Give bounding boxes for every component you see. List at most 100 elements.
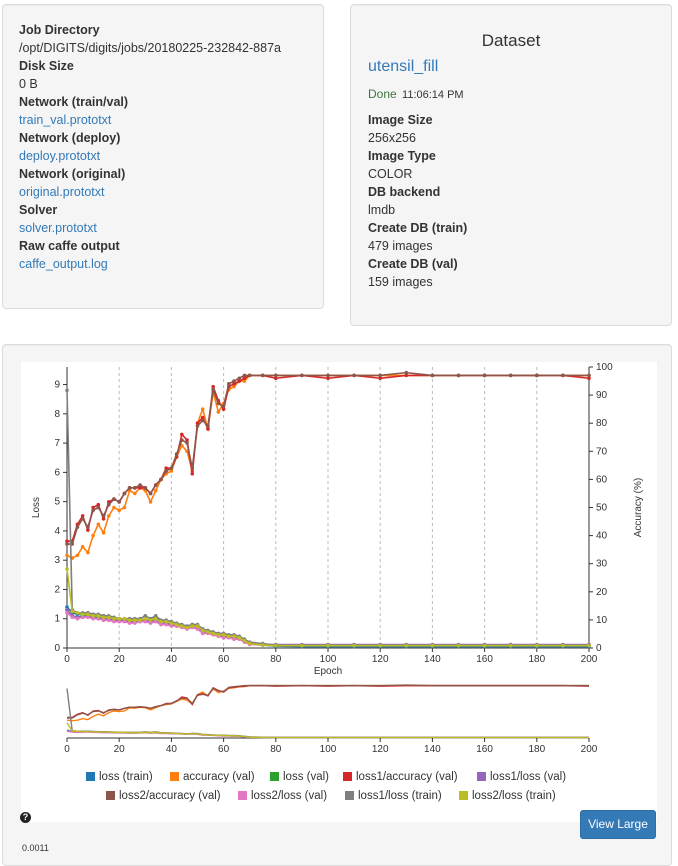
series-point bbox=[242, 379, 247, 383]
db-backend-value: lmdb bbox=[368, 203, 396, 217]
series-point bbox=[86, 528, 90, 532]
series-point bbox=[96, 502, 101, 507]
series-point bbox=[91, 616, 95, 621]
series-point bbox=[206, 427, 210, 431]
y2-axis-label: Accuracy (%) bbox=[633, 478, 644, 537]
y-tick-label: 9 bbox=[54, 380, 60, 391]
series-point bbox=[326, 373, 330, 378]
y-tick-label: 7 bbox=[54, 438, 60, 449]
series-point bbox=[65, 608, 69, 612]
network-trainval-link[interactable]: train_val.prototxt bbox=[19, 113, 112, 127]
series-point bbox=[153, 616, 158, 621]
series-point bbox=[237, 635, 242, 640]
series-point bbox=[143, 619, 148, 624]
series-point bbox=[101, 530, 106, 535]
series-point bbox=[232, 382, 236, 386]
question-icon[interactable]: ? bbox=[20, 812, 31, 823]
series-point bbox=[200, 415, 205, 420]
y2-tick-label: 100 bbox=[596, 362, 613, 373]
series-point bbox=[117, 500, 121, 504]
overview-x-tick-label: 60 bbox=[218, 744, 230, 755]
training-chart[interactable]: 0 20 40 60 80 100 120 140 160 180 2000123456789010… bbox=[21, 362, 657, 822]
overview-x-tick-label: 20 bbox=[114, 744, 126, 755]
legend-label: loss (val) bbox=[283, 771, 330, 783]
image-size-value: 256x256 bbox=[368, 131, 416, 145]
series-point bbox=[138, 483, 142, 487]
series-point bbox=[587, 373, 591, 378]
series-point bbox=[122, 616, 127, 621]
y-tick-label: 4 bbox=[54, 526, 60, 537]
legend-label: loss2/accuracy (val) bbox=[119, 790, 221, 802]
series-point bbox=[80, 516, 85, 521]
y-tick-label: 3 bbox=[54, 555, 60, 566]
network-deploy-label: Network (deploy) bbox=[19, 131, 121, 145]
series-point bbox=[190, 466, 195, 470]
series-point bbox=[86, 612, 90, 617]
series-point bbox=[260, 643, 265, 647]
series-point bbox=[430, 373, 435, 378]
legend-label: loss (train) bbox=[99, 771, 153, 783]
series-point bbox=[232, 634, 236, 639]
image-size-label: Image Size bbox=[368, 113, 433, 127]
legend-label: loss2/loss (train) bbox=[472, 790, 556, 802]
create-db-val-label: Create DB (val) bbox=[368, 257, 458, 271]
network-deploy-link[interactable]: deploy.prototxt bbox=[19, 149, 101, 163]
training-chart-area: 0 20 40 60 80 100 120 140 160 180 200 0 1 2 3 4 5 6 7 8 9 0 10… bbox=[21, 362, 657, 822]
series-point bbox=[185, 441, 189, 445]
create-db-train-label: Create DB (train) bbox=[368, 221, 468, 235]
series-point bbox=[164, 469, 168, 473]
legend-item[interactable]: loss (val) bbox=[270, 771, 329, 783]
x-tick-label: 200 bbox=[581, 654, 598, 665]
series-point bbox=[65, 553, 69, 558]
raw-caffe-link[interactable]: caffe_output.log bbox=[19, 257, 108, 271]
series-point bbox=[164, 466, 168, 470]
view-large-button[interactable]: View Large bbox=[580, 810, 656, 839]
dataset-name-link[interactable]: utensil_fill bbox=[368, 58, 439, 75]
x-tick-label: 40 bbox=[166, 654, 178, 665]
x-tick-label: 180 bbox=[528, 654, 545, 665]
series-point bbox=[122, 619, 127, 624]
series-point bbox=[159, 477, 163, 482]
series-point bbox=[127, 618, 132, 622]
network-original-link[interactable]: original.prototxt bbox=[19, 185, 105, 199]
legend-item[interactable]: loss1/loss (val) bbox=[477, 771, 566, 783]
solver-link[interactable]: solver.prototxt bbox=[19, 221, 97, 235]
legend-label: loss2/loss (val) bbox=[251, 790, 328, 802]
series-point bbox=[169, 469, 174, 473]
series-point bbox=[221, 407, 226, 411]
series-point bbox=[133, 621, 137, 625]
disk-size-value: 0 B bbox=[19, 77, 38, 91]
series-point bbox=[206, 630, 210, 634]
series-point bbox=[508, 373, 513, 378]
legend-item[interactable]: loss1/loss (train) bbox=[345, 790, 442, 802]
series-point bbox=[190, 471, 195, 476]
legend-item[interactable]: accuracy (val) bbox=[170, 771, 255, 783]
legend-item[interactable]: loss2/loss (val) bbox=[238, 790, 327, 802]
legend-item[interactable]: loss (train) bbox=[86, 771, 153, 783]
legend-swatch bbox=[459, 791, 468, 800]
series-point bbox=[138, 486, 142, 490]
legend-item[interactable]: loss2/loss (train) bbox=[459, 790, 556, 802]
legend-item[interactable]: loss2/accuracy (val) bbox=[106, 790, 221, 802]
dataset-status: Done 11:06:14 PM bbox=[368, 87, 464, 101]
series-point bbox=[180, 432, 184, 437]
series-point bbox=[91, 505, 95, 510]
series-point bbox=[185, 438, 189, 442]
x-tick-label: 0 bbox=[64, 654, 70, 665]
lr-chart-tick-label: 0.0011 bbox=[22, 843, 49, 853]
y2-tick-label: 10 bbox=[596, 615, 608, 626]
series-point bbox=[96, 505, 101, 510]
overview-x-tick-label: 80 bbox=[270, 744, 282, 755]
overview-series-line bbox=[67, 684, 590, 719]
series-point bbox=[117, 619, 121, 624]
x-tick-label: 160 bbox=[476, 654, 493, 665]
series-point bbox=[200, 631, 205, 636]
series-point bbox=[96, 522, 101, 527]
series-point bbox=[232, 637, 236, 642]
series-point bbox=[80, 612, 85, 617]
series-point bbox=[195, 624, 200, 628]
series-point bbox=[242, 373, 247, 378]
y-tick-label: 1 bbox=[54, 614, 60, 625]
series-point bbox=[482, 643, 487, 648]
legend-item[interactable]: loss1/accuracy (val) bbox=[343, 771, 458, 783]
